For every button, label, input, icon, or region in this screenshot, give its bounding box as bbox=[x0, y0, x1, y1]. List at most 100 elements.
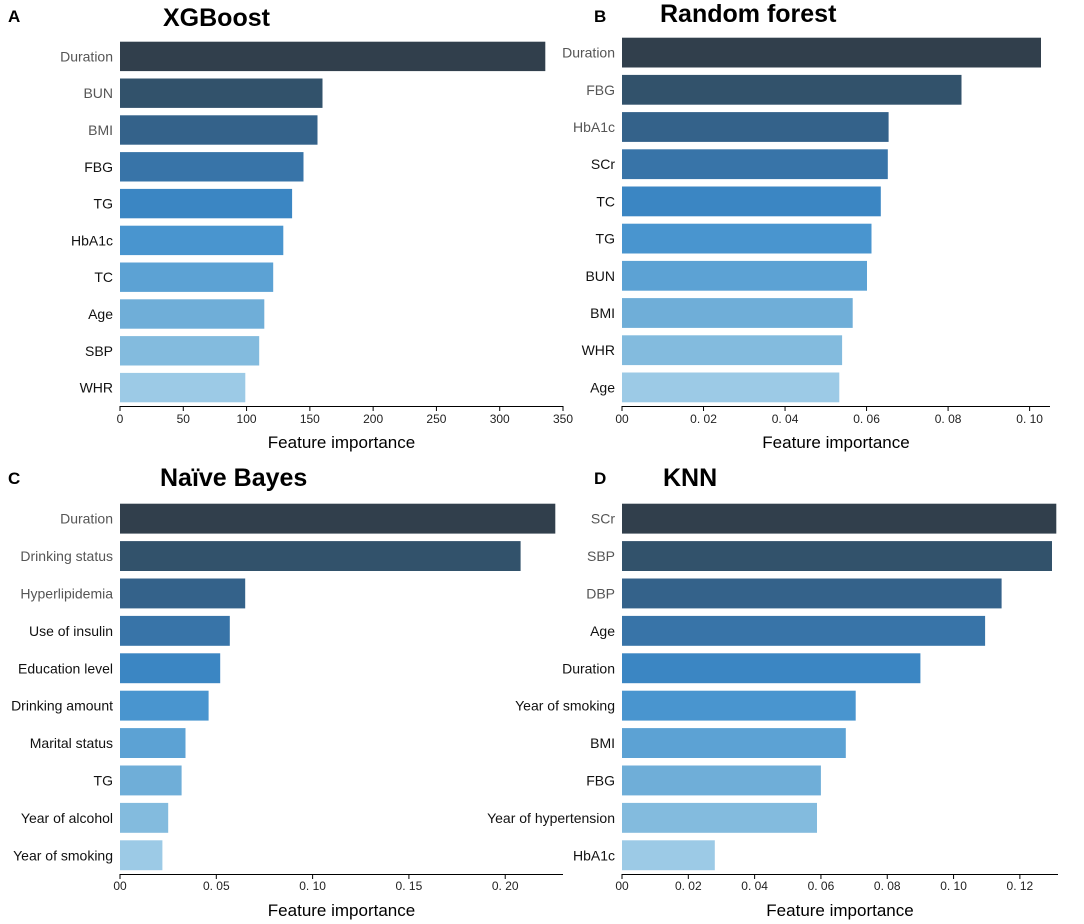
x-tick-label: 0. 12 bbox=[1007, 879, 1034, 893]
category-label: SCr bbox=[591, 511, 615, 527]
x-tick-label: 0. 02 bbox=[690, 412, 717, 426]
panel-d: D KNN SCr SBP DBP Age Duration Year of smoking B… bbox=[487, 464, 1058, 920]
panel-c: C Naïve Bayes Duration Drinking status Hyper… bbox=[8, 464, 563, 920]
panel-letter: A bbox=[8, 7, 20, 26]
bar-scr bbox=[622, 503, 1057, 534]
bar-duration bbox=[622, 653, 921, 684]
category-label: Duration bbox=[60, 48, 113, 64]
bar-age bbox=[622, 372, 840, 403]
x-tick-label: 0. 05 bbox=[203, 879, 230, 893]
category-label: SCr bbox=[591, 156, 615, 172]
x-tick-label: 0. 06 bbox=[808, 879, 835, 893]
category-label: Year of hypertension bbox=[487, 810, 615, 826]
x-tick-label: 50 bbox=[177, 412, 191, 426]
category-label: Year of smoking bbox=[13, 847, 113, 863]
category-label: Drinking amount bbox=[11, 698, 113, 714]
bar-year-of-hypertension bbox=[622, 802, 817, 833]
x-axis-title: Feature importance bbox=[268, 433, 415, 452]
bar-hba1c bbox=[622, 840, 715, 871]
category-label: BMI bbox=[88, 122, 113, 138]
chart-title: Random forest bbox=[660, 0, 837, 28]
chart-title: XGBoost bbox=[163, 4, 271, 32]
bar-use-of-insulin bbox=[120, 615, 230, 646]
x-tick-label: 00 bbox=[615, 412, 629, 426]
category-label: Hyperlipidemia bbox=[20, 586, 113, 602]
category-label: SBP bbox=[587, 548, 615, 564]
x-tick-label: 300 bbox=[490, 412, 510, 426]
bar-bmi bbox=[622, 728, 846, 758]
x-tick-label: 00 bbox=[113, 879, 127, 893]
x-tick-label: 150 bbox=[300, 412, 320, 426]
x-axis-title: Feature importance bbox=[762, 433, 909, 452]
x-tick-label: 0. 08 bbox=[874, 879, 901, 893]
x-tick-label: 0. 10 bbox=[940, 879, 967, 893]
bar-tg bbox=[622, 223, 872, 254]
category-label: Year of alcohol bbox=[21, 810, 113, 826]
x-axis-title: Feature importance bbox=[766, 901, 913, 920]
bar-fbg bbox=[622, 765, 821, 796]
bar-year-of-alcohol bbox=[120, 802, 169, 833]
category-label: HbA1c bbox=[71, 232, 113, 248]
bar-drinking-amount bbox=[120, 690, 209, 721]
x-tick-label: 0. 06 bbox=[853, 412, 880, 426]
bar-whr bbox=[622, 335, 843, 366]
bar-dbp bbox=[622, 578, 1002, 609]
bar-hyperlipidemia bbox=[120, 578, 246, 609]
category-label: Duration bbox=[562, 45, 615, 61]
category-label: Age bbox=[590, 623, 615, 639]
category-label: BUN bbox=[585, 268, 615, 284]
bar-tg bbox=[120, 188, 293, 219]
bar-sbp bbox=[120, 336, 260, 366]
category-label: FBG bbox=[586, 773, 615, 789]
x-tick-label: 200 bbox=[363, 412, 383, 426]
category-label: FBG bbox=[84, 159, 113, 175]
bar-bmi bbox=[622, 298, 853, 328]
category-label: FBG bbox=[586, 82, 615, 98]
bar-sbp bbox=[622, 541, 1052, 571]
bar-year-of-smoking bbox=[622, 690, 856, 721]
category-label: SBP bbox=[85, 343, 113, 359]
x-tick-label: 0. 08 bbox=[935, 412, 962, 426]
category-label: TC bbox=[596, 193, 615, 209]
bar-fbg bbox=[120, 152, 304, 182]
x-tick-label: 0. 04 bbox=[741, 879, 768, 893]
bar-whr bbox=[120, 372, 246, 403]
x-tick-label: 0. 20 bbox=[492, 879, 519, 893]
x-tick-label: 0. 04 bbox=[772, 412, 799, 426]
panel-letter: B bbox=[594, 7, 606, 26]
x-tick-label: 250 bbox=[426, 412, 446, 426]
category-label: Age bbox=[590, 379, 615, 395]
bar-age bbox=[120, 299, 265, 329]
x-tick-label: 0. 15 bbox=[396, 879, 423, 893]
x-tick-label: 100 bbox=[237, 412, 257, 426]
x-axis-title: Feature importance bbox=[268, 901, 415, 920]
chart-title: Naïve Bayes bbox=[160, 464, 307, 492]
panel-b: B Random forest Duration FBG HbA1c SCr TC TG BUN… bbox=[562, 0, 1050, 452]
panel-a: A XGBoost Duration BUN BMI FBG TG HbA1c TC Age SBP… bbox=[8, 4, 573, 452]
x-tick-label: 0. 10 bbox=[299, 879, 326, 893]
bar-tg bbox=[120, 765, 182, 796]
x-tick-label: 00 bbox=[615, 879, 629, 893]
category-label: BMI bbox=[590, 305, 615, 321]
bar-duration bbox=[622, 37, 1041, 68]
category-label: TG bbox=[94, 196, 113, 212]
x-tick-label: 0. 02 bbox=[675, 879, 702, 893]
panel-letter: D bbox=[594, 469, 606, 488]
bar-bun bbox=[622, 260, 867, 291]
bar-drinking-status bbox=[120, 541, 521, 571]
category-label: DBP bbox=[586, 586, 615, 602]
panel-letter: C bbox=[8, 469, 20, 488]
bar-year-of-smoking bbox=[120, 840, 163, 871]
bar-hba1c bbox=[622, 112, 889, 142]
category-label: Age bbox=[88, 306, 113, 322]
category-label: Education level bbox=[18, 660, 113, 676]
category-label: Marital status bbox=[30, 735, 113, 751]
bar-scr bbox=[622, 149, 888, 180]
category-label: TG bbox=[94, 773, 113, 789]
bar-hba1c bbox=[120, 225, 284, 256]
category-label: TG bbox=[596, 231, 615, 247]
x-tick-label: 0. 10 bbox=[1016, 412, 1043, 426]
category-label: Drinking status bbox=[20, 548, 113, 564]
x-tick-label: 350 bbox=[553, 412, 573, 426]
